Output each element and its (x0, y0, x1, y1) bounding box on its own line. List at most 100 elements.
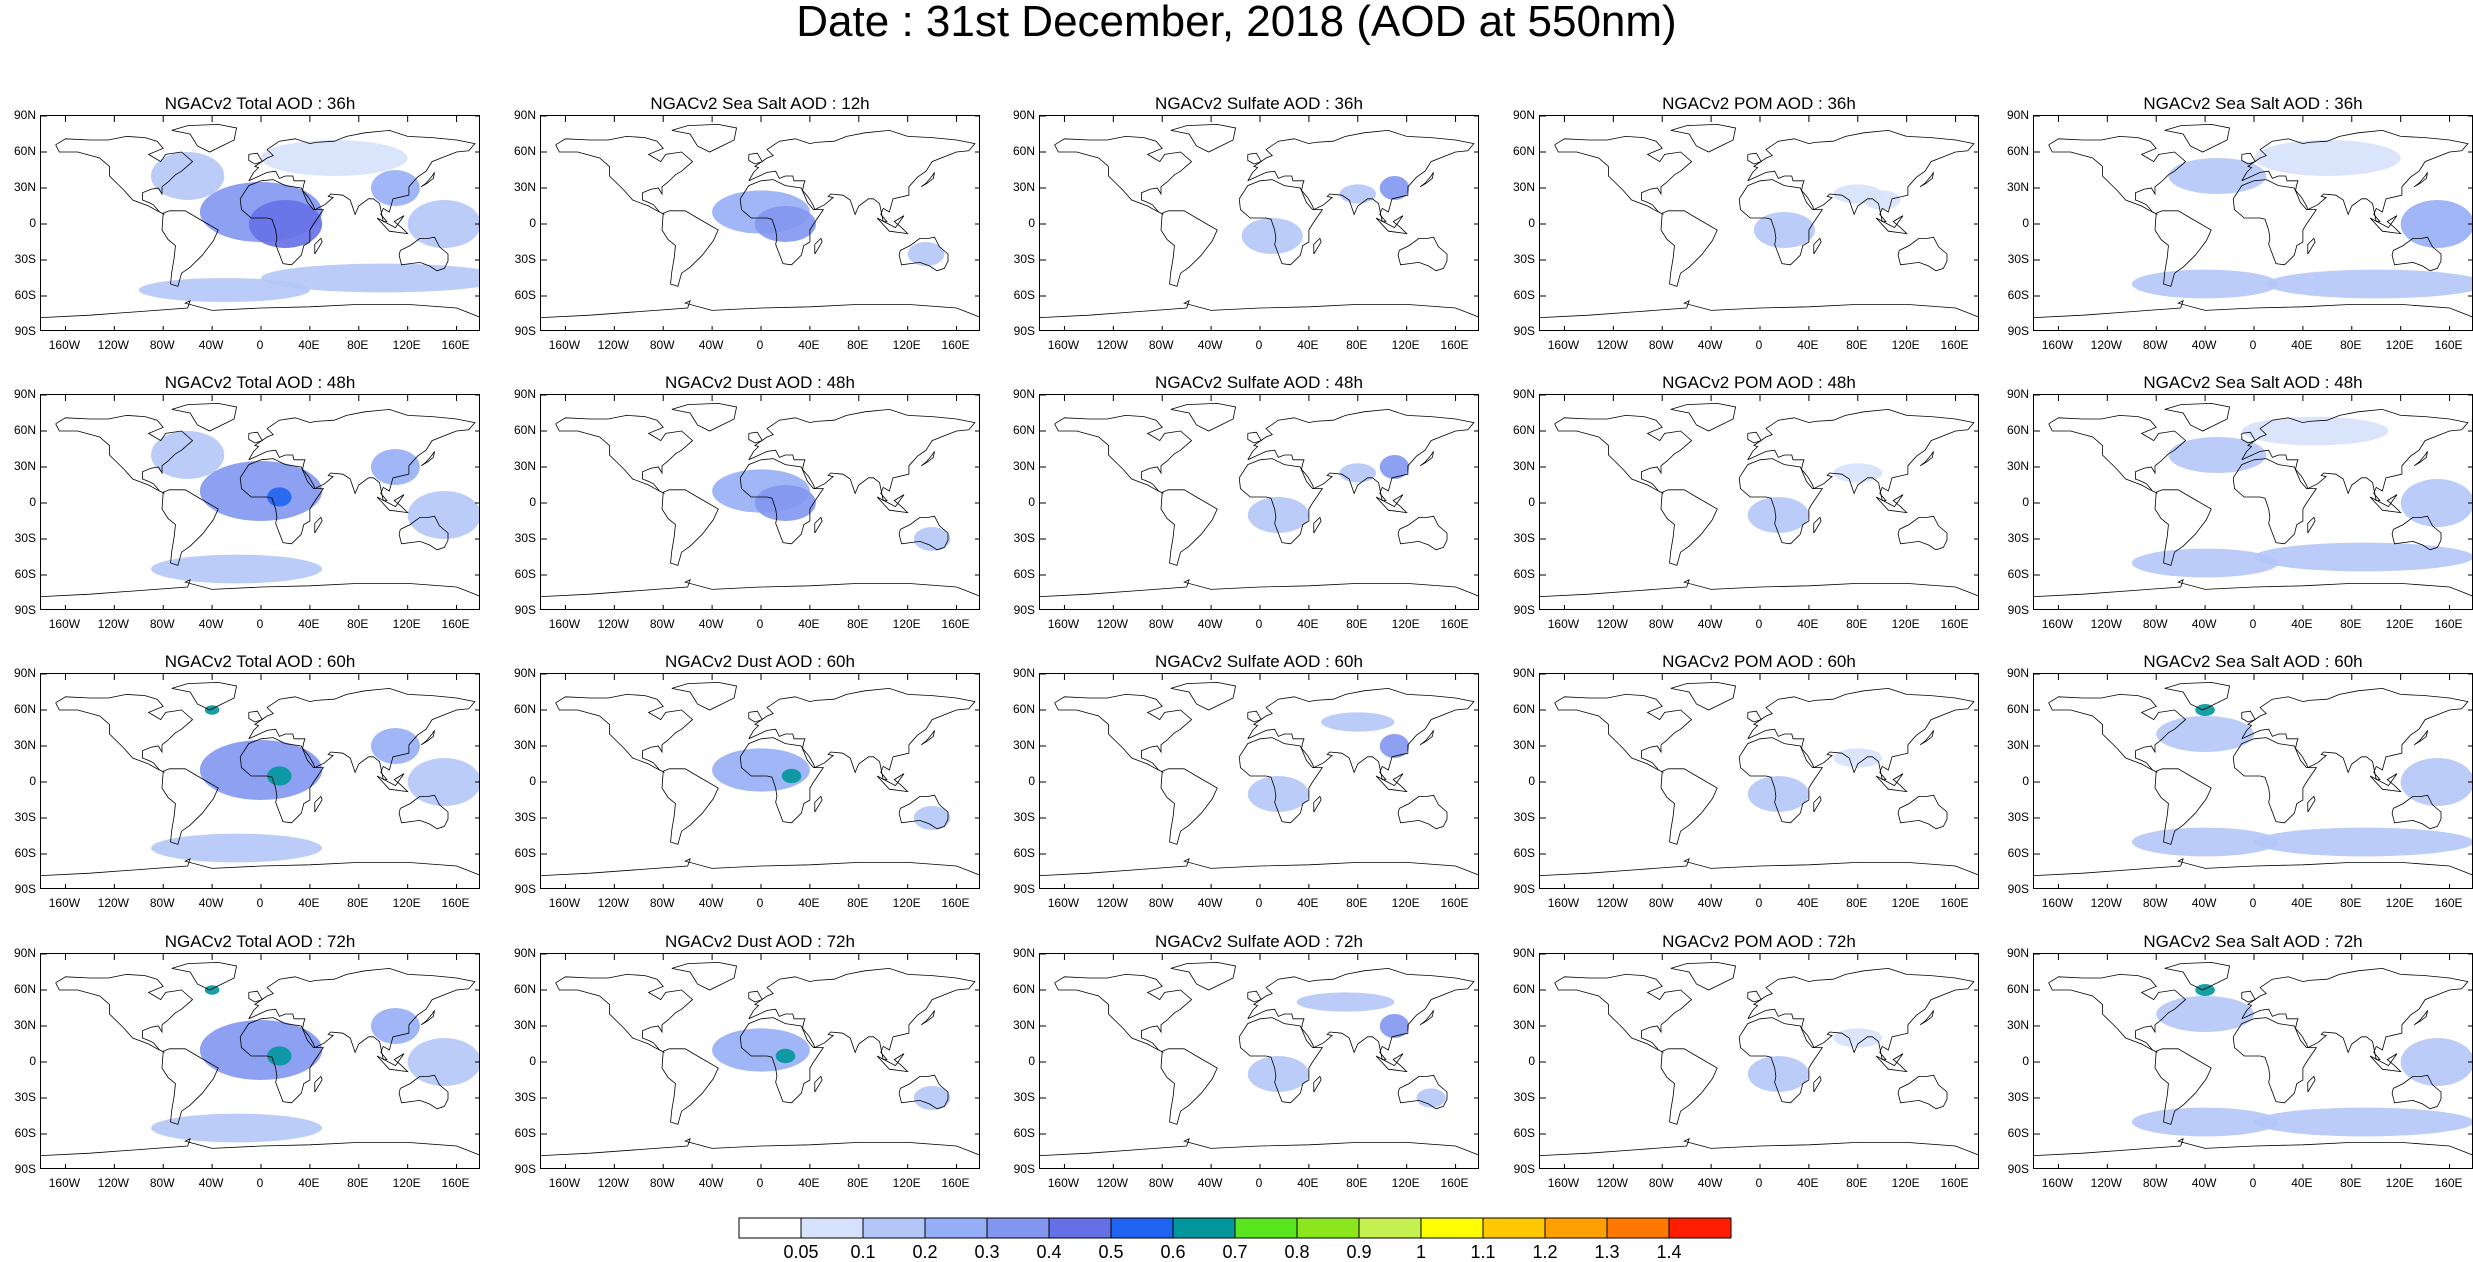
lat-label: 30N (2006, 738, 2029, 752)
lat-label: 90S (2007, 882, 2029, 896)
coastline (2048, 973, 2187, 1053)
coastline (814, 237, 823, 255)
coastline (541, 1138, 979, 1156)
lat-label: 90N (1512, 946, 1535, 960)
colorbar-swatch (1172, 1217, 1236, 1239)
aod-shading (407, 200, 479, 248)
coastline (2307, 516, 2316, 534)
lon-label: 40E (1797, 1176, 1819, 1190)
aod-shading (1379, 455, 1410, 479)
aod-shading (371, 728, 420, 764)
coastline (1170, 681, 1237, 711)
lon-label: 0 (256, 617, 264, 631)
lon-label: 40W (1197, 338, 1223, 352)
coastline (1897, 515, 1948, 551)
lon-label: 80E (347, 617, 369, 631)
coastline (2241, 687, 2469, 780)
lon-label: 120W (1596, 1176, 1628, 1190)
lat-label: 90S (2007, 324, 2029, 338)
lat-label: 90S (514, 603, 536, 617)
aod-shading (2131, 1107, 2279, 1137)
aod-shading (151, 152, 225, 200)
coastline (2307, 1075, 2316, 1093)
map-canvas (541, 395, 979, 609)
aod-shading (1747, 497, 1809, 533)
aod-shading (371, 170, 420, 206)
colorbar-swatch (1668, 1217, 1732, 1239)
lon-label: 120W (1096, 338, 1128, 352)
coastline (248, 408, 476, 501)
colorbar-swatch (738, 1217, 802, 1239)
coastline (2307, 795, 2316, 813)
lat-label: 30N (2006, 1018, 2029, 1032)
coastline (748, 990, 763, 1003)
lon-label: 40W (198, 617, 224, 631)
world-map (2033, 115, 2473, 331)
coastline (1747, 967, 1975, 1060)
lat-label: 0 (1028, 1054, 1035, 1068)
lon-label: 160W (48, 338, 81, 352)
coastline (398, 794, 449, 830)
lon-label: 40W (198, 896, 224, 910)
coastline (1397, 1074, 1448, 1110)
aod-shading (754, 485, 816, 521)
coastline (671, 961, 738, 991)
coastline (739, 458, 825, 545)
coastline (1660, 1048, 1718, 1125)
coastline (2413, 730, 2428, 746)
lon-label: 40W (698, 617, 724, 631)
coastline (2048, 693, 2187, 773)
lat-label: 90S (514, 1162, 536, 1176)
map-canvas (2034, 674, 2472, 888)
lat-label: 90N (13, 666, 36, 680)
lon-label: 80W (149, 896, 175, 910)
lon-label: 160E (941, 1176, 970, 1190)
coastline (1313, 237, 1322, 255)
coastline (1875, 1053, 1908, 1073)
lat-label: 30S (2007, 252, 2029, 266)
panel-title: NGACv2 Dust AOD : 60h (665, 652, 855, 671)
lon-label: 120W (2090, 338, 2122, 352)
coastline (248, 152, 263, 165)
coastline (876, 1053, 909, 1073)
lat-label: 30N (513, 459, 536, 473)
lon-label: 80W (649, 617, 675, 631)
coastline (1375, 1053, 1408, 1073)
coastline (171, 123, 238, 153)
coastline (920, 730, 935, 746)
lat-label: 60N (13, 702, 36, 716)
map-panel: NGACv2 Sea Salt AOD : 60h 90N 60N 30N 0 30S 60… (2007, 652, 2473, 909)
coastline (748, 967, 976, 1060)
coastline (1738, 458, 1824, 545)
coastline (1747, 408, 1975, 501)
coastline (1747, 687, 1975, 780)
coastline (420, 1010, 435, 1026)
coastline (898, 515, 949, 551)
coastline (1375, 773, 1408, 793)
world-map (40, 115, 480, 331)
aod-shading (1416, 1088, 1446, 1108)
coastline (2154, 210, 2212, 287)
colorbar-swatch (1358, 1217, 1422, 1239)
coastline (2369, 494, 2402, 514)
lat-label: 30S (1513, 252, 1535, 266)
lon-label: 0 (2249, 1176, 2257, 1190)
lon-label: 80W (1148, 338, 1174, 352)
lat-label: 90N (513, 387, 536, 401)
lat-label: 30S (1513, 810, 1535, 824)
lon-label: 80E (1346, 338, 1368, 352)
aod-shading (2400, 758, 2472, 806)
coastline (171, 402, 238, 432)
world-map (40, 394, 480, 610)
aod-shading (1833, 748, 1883, 768)
colorbar-label: 0.8 (1284, 1242, 1310, 1262)
lon-label: 160E (2434, 338, 2463, 352)
lon-label: 120E (392, 896, 421, 910)
colorbar-label: 0.4 (1036, 1242, 1062, 1262)
map-panel: NGACv2 Total AOD : 36h 90N 60N 30N 0 30S 60S 90… (14, 94, 480, 351)
lat-label: 30N (2006, 180, 2029, 194)
lat-label: 90S (514, 882, 536, 896)
coastline (161, 210, 219, 287)
coastline (1660, 489, 1718, 566)
coastline (1897, 236, 1948, 272)
